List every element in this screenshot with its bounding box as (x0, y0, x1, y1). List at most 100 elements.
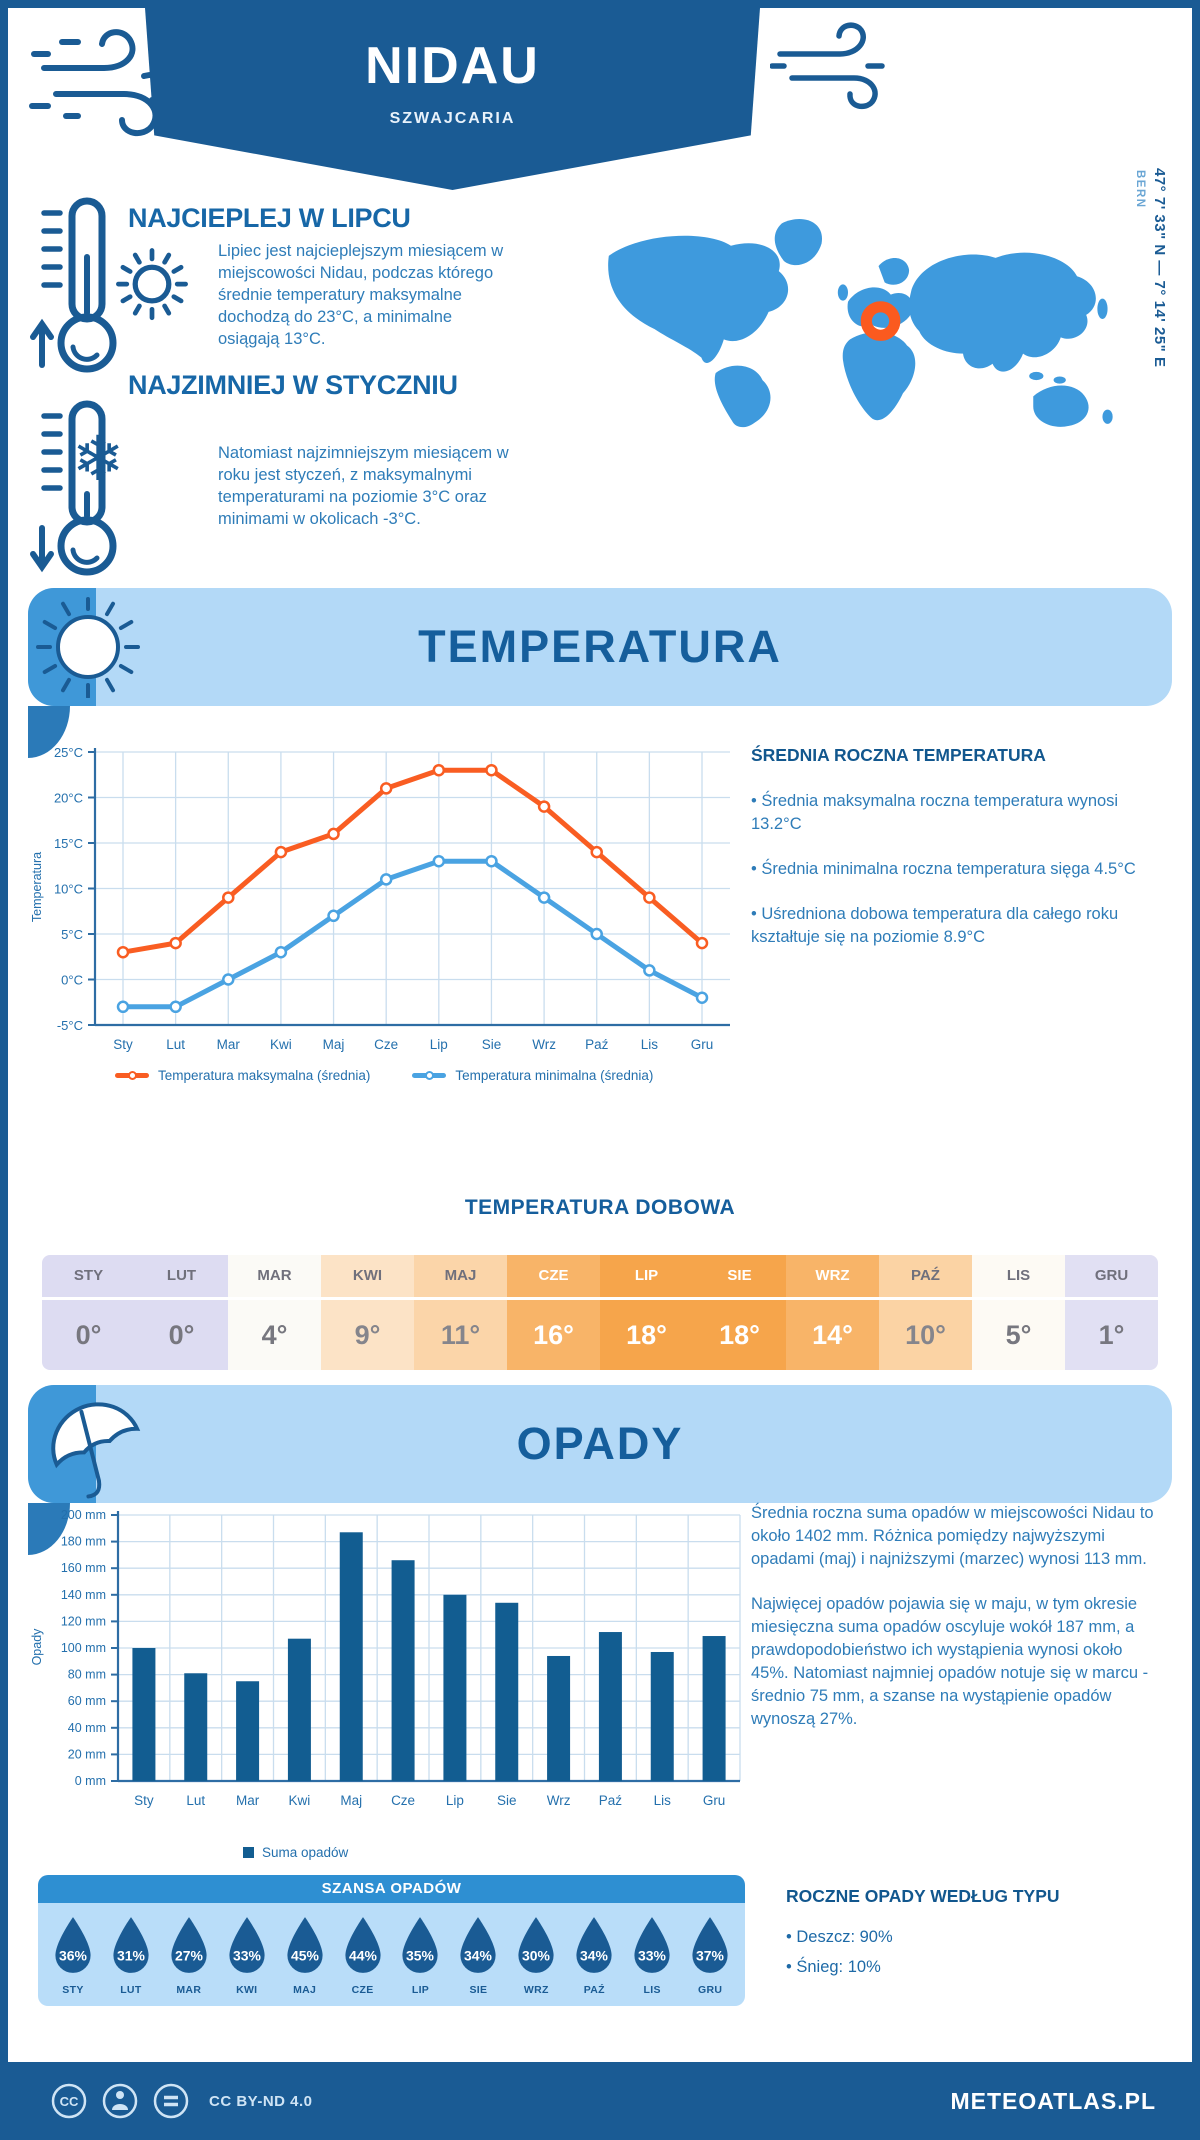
svg-text:Paź: Paź (585, 1037, 609, 1052)
umbrella-icon (51, 1402, 141, 1499)
svg-text:Mar: Mar (236, 1793, 260, 1808)
droplet-icon: 31% (113, 1917, 149, 1973)
svg-text:30%: 30% (522, 1948, 551, 1964)
svg-text:Maj: Maj (323, 1037, 345, 1052)
svg-text:CC: CC (60, 2094, 79, 2109)
svg-text:Lut: Lut (186, 1793, 205, 1808)
footer: CC CC BY-ND 4.0 METEOATLAS.PL (0, 2062, 1200, 2140)
chance-item: 34% SIE (449, 1915, 507, 1996)
daily-table-column: STY 0° (42, 1255, 135, 1370)
thermometer-low-icon (30, 400, 117, 576)
daily-table-value: 0° (42, 1300, 135, 1370)
svg-text:Gru: Gru (691, 1037, 714, 1052)
droplet-icon: 45% (287, 1917, 323, 1973)
svg-text:34%: 34% (580, 1948, 609, 1964)
temperature-bullet: • Średnia minimalna roczna temperatura s… (751, 860, 1136, 878)
chance-month: MAR (176, 1984, 202, 1996)
droplet-icon: 35% (402, 1917, 439, 1973)
precipitation-summary: Średnia roczna suma opadów w miejscowośc… (751, 1502, 1155, 1753)
title-banner: NIDAU SZWAJCARIA (145, 8, 760, 190)
daily-table-column: LIP 18° (600, 1255, 693, 1370)
daily-table-column: WRZ 14° (786, 1255, 879, 1370)
chance-item: 33% KWI (218, 1915, 276, 1996)
svg-text:160 mm: 160 mm (61, 1561, 106, 1575)
precipitation-paragraph-1: Średnia roczna suma opadów w miejscowośc… (751, 1504, 1154, 1568)
coldest-text: Natomiast najzimniejszym miesiącem w rok… (218, 444, 509, 528)
bar-chart-legend: Suma opadów (243, 1845, 348, 1860)
daily-table-column: MAR 4° (228, 1255, 321, 1370)
precipitation-bar-chart: 0 mm 20 mm 40 mm 60 mm 80 mm 100 mm 120 mm 140 … (61, 1508, 741, 1808)
temperature-banner: TEMPERATURA (28, 588, 1172, 706)
precipitation-type-item: • Śnieg: 10% (786, 1958, 881, 1976)
svg-text:Kwi: Kwi (289, 1793, 311, 1808)
droplet-icon: 34% (460, 1917, 496, 1973)
daily-table-column: MAJ 11° (414, 1255, 507, 1370)
daily-table-column: KWI 9° (321, 1255, 414, 1370)
svg-text:200 mm: 200 mm (61, 1508, 106, 1522)
cc-license[interactable]: CC CC BY-ND 4.0 (50, 2082, 313, 2120)
svg-text:Wrz: Wrz (547, 1793, 571, 1808)
daily-table-column: LIS 5° (972, 1255, 1065, 1370)
chance-month: MAJ (293, 1984, 317, 1996)
chance-item: 27% MAR (160, 1915, 218, 1996)
chance-of-precipitation-box: SZANSA OPADÓW 36% STY 31% LUT 27% MAR 33% KWI 45… (38, 1875, 745, 2006)
city-name: NIDAU (365, 37, 540, 95)
svg-text:37%: 37% (696, 1948, 725, 1964)
snowflake-icon: ❄ (72, 422, 124, 495)
daily-table-month: LIS (972, 1255, 1065, 1297)
daily-table-month: GRU (1065, 1255, 1158, 1297)
chance-month: SIE (469, 1984, 488, 1996)
svg-text:Lip: Lip (430, 1037, 448, 1052)
svg-text:15°C: 15°C (54, 836, 83, 851)
svg-text:25°C: 25°C (54, 745, 83, 760)
daily-table-value: 10° (879, 1300, 972, 1370)
daily-table-month: LIP (600, 1255, 693, 1297)
precipitation-banner: OPADY (28, 1385, 1172, 1503)
svg-text:Paź: Paź (599, 1793, 623, 1808)
chance-item: 44% CZE (334, 1915, 392, 1996)
svg-text:45%: 45% (291, 1948, 320, 1964)
line-chart-ylabel: Temperatura (30, 851, 44, 923)
svg-text:20°C: 20°C (54, 791, 83, 806)
location-marker (860, 301, 901, 341)
chance-month: PAŹ (583, 1984, 605, 1996)
chance-month: STY (62, 1984, 84, 1996)
svg-text:Sty: Sty (113, 1037, 133, 1052)
temperature-bullet: • Uśredniona dobowa temperatura dla całe… (751, 905, 1119, 946)
svg-text:Sty: Sty (134, 1793, 154, 1808)
svg-text:180 mm: 180 mm (61, 1535, 106, 1549)
daily-table-value: 16° (507, 1300, 600, 1370)
svg-text:-5°C: -5°C (57, 1018, 83, 1033)
chance-month: CZE (351, 1984, 374, 1996)
chance-month: WRZ (523, 1984, 549, 1996)
svg-text:Maj: Maj (340, 1793, 362, 1808)
svg-text:36%: 36% (59, 1948, 88, 1964)
svg-text:20 mm: 20 mm (68, 1747, 106, 1761)
temperature-summary: ŚREDNIA ROCZNA TEMPERATURA • Średnia mak… (751, 745, 1151, 949)
coordinates-label: 47° 7' 33" N — 7° 14' 25" E (1151, 168, 1168, 368)
svg-text:44%: 44% (349, 1948, 378, 1964)
daily-table-value: 0° (135, 1300, 228, 1370)
svg-text:Mar: Mar (217, 1037, 241, 1052)
daily-table-month: STY (42, 1255, 135, 1297)
daily-table-column: GRU 1° (1065, 1255, 1158, 1370)
svg-text:Lip: Lip (446, 1793, 464, 1808)
chance-item: 30% WRZ (507, 1915, 565, 1996)
droplet-icon: 37% (692, 1917, 728, 1973)
temperature-summary-title: ŚREDNIA ROCZNA TEMPERATURA (751, 745, 1046, 765)
daily-table-month: SIE (693, 1255, 786, 1297)
daily-table-column: LUT 0° (135, 1255, 228, 1370)
wind-icon-right (770, 22, 885, 110)
svg-text:120 mm: 120 mm (61, 1614, 106, 1628)
warmest-title: NAJCIEPLEJ W LIPCU (128, 203, 411, 233)
bar-legend-swatch (243, 1847, 254, 1858)
chance-month: LIP (411, 1984, 430, 1996)
daily-table-column: CZE 16° (507, 1255, 600, 1370)
svg-text:0 mm: 0 mm (75, 1774, 106, 1788)
daily-table-value: 18° (693, 1300, 786, 1370)
droplet-icon: 44% (344, 1917, 381, 1973)
meteoatlas-link[interactable]: METEOATLAS.PL (950, 2088, 1156, 2114)
droplet-icon: 30% (518, 1917, 554, 1973)
chance-month: KWI (236, 1984, 258, 1996)
cc-icon: CC (51, 2083, 87, 2119)
